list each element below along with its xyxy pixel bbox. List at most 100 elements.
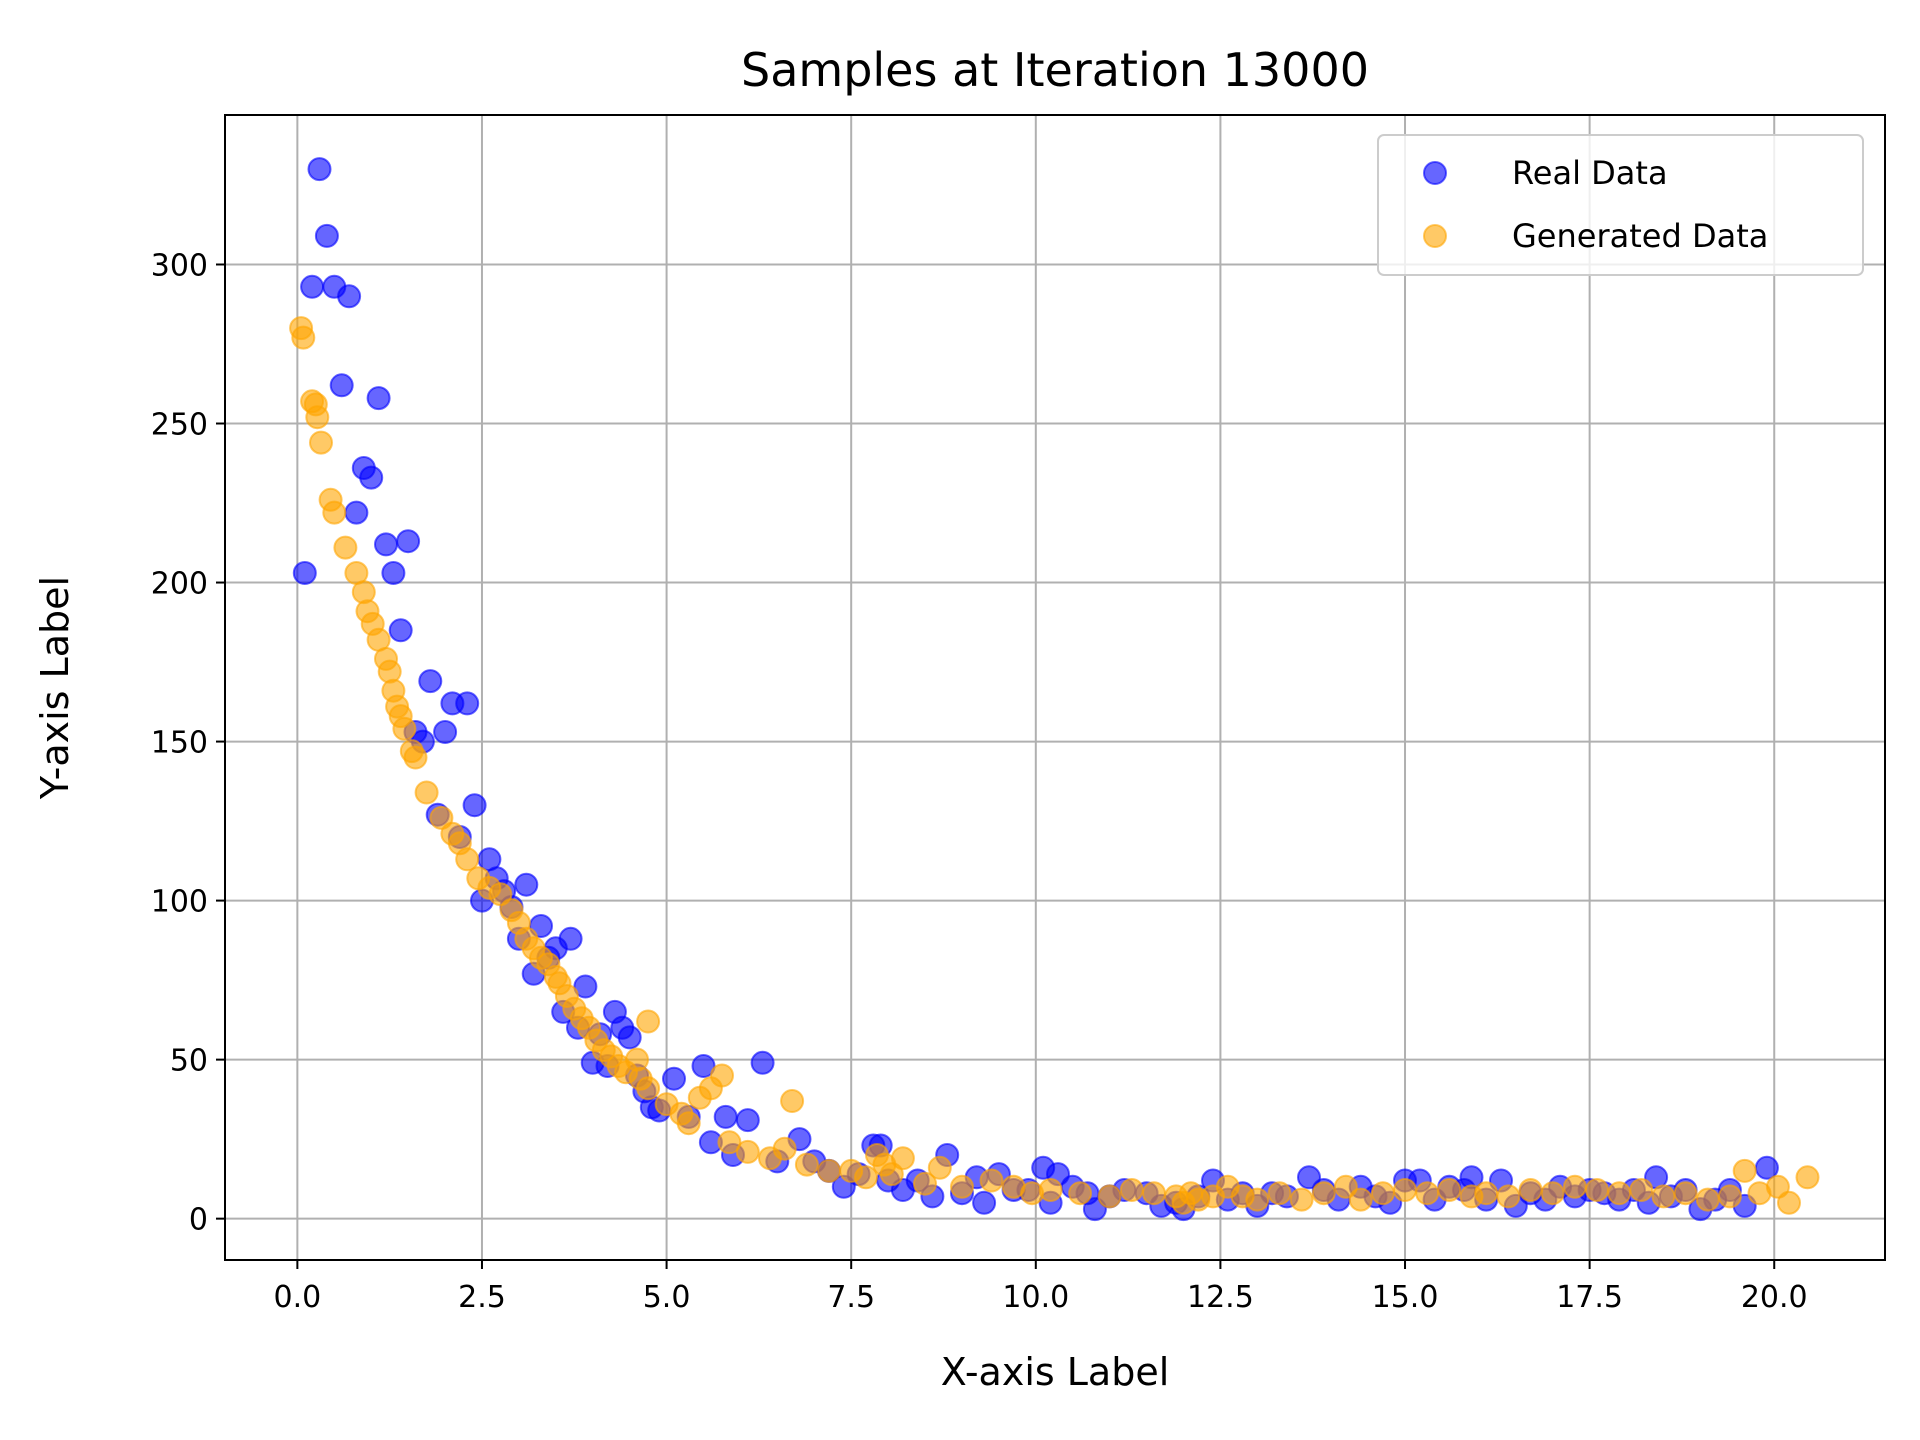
generated-data-point [890, 1146, 915, 1171]
y-tick-label: 0 [189, 1203, 208, 1238]
generated-data-point [291, 325, 316, 350]
y-tick-label: 50 [170, 1044, 208, 1079]
generated-data-point [1142, 1181, 1166, 1206]
real-data-point [344, 500, 369, 525]
generated-data-point [1540, 1181, 1565, 1206]
generated-data-point [1097, 1184, 1122, 1209]
generated-data-point [322, 500, 347, 525]
generated-data-point [1038, 1178, 1063, 1202]
x-axis-label: X-axis Label [941, 1350, 1170, 1394]
generated-data-point [1777, 1190, 1801, 1215]
real-data-point [307, 157, 332, 182]
generated-data-point [1562, 1174, 1587, 1199]
real-data-point [359, 465, 384, 490]
generated-data-point [1629, 1178, 1654, 1202]
generated-data-point [1370, 1181, 1395, 1206]
generated-data-point [455, 847, 480, 872]
real-data-point [388, 618, 413, 643]
generated-data-point [392, 716, 417, 741]
x-tick-label: 0.0 [274, 1280, 322, 1315]
generated-data-point [794, 1152, 819, 1177]
y-tick-label: 300 [151, 248, 208, 283]
chart-title: Samples at Iteration 13000 [741, 43, 1369, 97]
generated-data-point [1119, 1178, 1144, 1202]
generated-data-point [780, 1089, 805, 1113]
generated-data-point [717, 1130, 742, 1155]
generated-data-point [1717, 1184, 1742, 1209]
real-data-point [735, 1108, 760, 1133]
real-data-point [462, 793, 487, 818]
generated-data-point [403, 745, 428, 770]
real-data-point [300, 274, 325, 299]
axis-ticks: 0.0 2.5 5.0 7.5 10.0 12.5 15.0 17.5 20.0 0 50 100 15… [151, 248, 1808, 1315]
generated-data-point [1311, 1181, 1336, 1206]
generated-data-point [1267, 1181, 1292, 1206]
generated-data-point [636, 1009, 661, 1034]
data-points [289, 157, 1820, 1222]
real-data-point [617, 1025, 642, 1050]
generated-data-point [1393, 1178, 1417, 1202]
y-tick-label: 150 [151, 726, 208, 761]
x-tick-label: 5.0 [643, 1280, 691, 1315]
generated-data-point [772, 1136, 797, 1161]
x-tick-label: 7.5 [827, 1280, 875, 1315]
real-data-point [691, 1054, 716, 1078]
legend-marker-generated-data [1423, 224, 1447, 248]
legend: Real Data Generated Data [1377, 134, 1864, 276]
generated-data-point [1245, 1187, 1270, 1212]
real-data-point [433, 720, 458, 744]
generated-data-point [636, 1076, 661, 1101]
generated-data-point [309, 430, 333, 455]
real-data-point [314, 223, 339, 248]
generated-data-point [817, 1158, 841, 1183]
plot-frame [224, 114, 1886, 1261]
legend-box [1377, 134, 1864, 276]
real-data-point [396, 529, 421, 554]
real-data-point [418, 669, 443, 694]
real-data-point [292, 561, 317, 585]
generated-data-point [1474, 1181, 1499, 1206]
y-tick-label: 100 [151, 885, 208, 920]
generated-data-point [1415, 1181, 1440, 1206]
generated-data-point [1068, 1181, 1093, 1206]
x-tick-label: 17.5 [1556, 1280, 1623, 1315]
generated-data-point [913, 1171, 937, 1196]
generated-data-point [1651, 1184, 1676, 1209]
generated-data-point [710, 1063, 734, 1088]
real-data-point [972, 1190, 997, 1215]
real-data-point [374, 532, 398, 557]
y-axis-label: Y-axis Label [33, 576, 77, 800]
x-tick-label: 10.0 [1002, 1280, 1069, 1315]
real-data-point [329, 373, 354, 398]
legend-marker-real-data [1423, 161, 1447, 185]
real-data-point [573, 974, 598, 999]
generated-data-point [979, 1168, 1004, 1193]
y-tick-label: 200 [151, 567, 208, 602]
generated-data-point [1795, 1165, 1820, 1190]
generated-data-point [1289, 1187, 1314, 1212]
generated-data-point [1496, 1184, 1521, 1209]
legend-label-real-data: Real Data [1512, 154, 1668, 192]
real-data-point [337, 284, 362, 309]
real-data-point [662, 1066, 686, 1091]
generated-data-point [1518, 1178, 1543, 1202]
generated-data-point [927, 1155, 952, 1180]
generated-data-point [1673, 1181, 1698, 1206]
y-tick-label: 250 [151, 408, 208, 443]
generated-data-point [1585, 1178, 1609, 1202]
grid-lines [225, 115, 1885, 1260]
real-data-point [514, 872, 539, 897]
generated-data-point [1607, 1181, 1632, 1206]
generated-data-point [1732, 1158, 1757, 1183]
real-data-point [381, 561, 406, 585]
generated-data-point [854, 1165, 878, 1190]
generated-data-point [735, 1139, 760, 1164]
real-data-point [750, 1050, 775, 1075]
x-tick-label: 2.5 [458, 1280, 506, 1315]
real-data-point [366, 386, 391, 411]
generated-data-point [333, 535, 358, 560]
real-data-point [455, 691, 480, 716]
x-tick-label: 20.0 [1741, 1280, 1808, 1315]
generated-data-point [1348, 1187, 1373, 1212]
